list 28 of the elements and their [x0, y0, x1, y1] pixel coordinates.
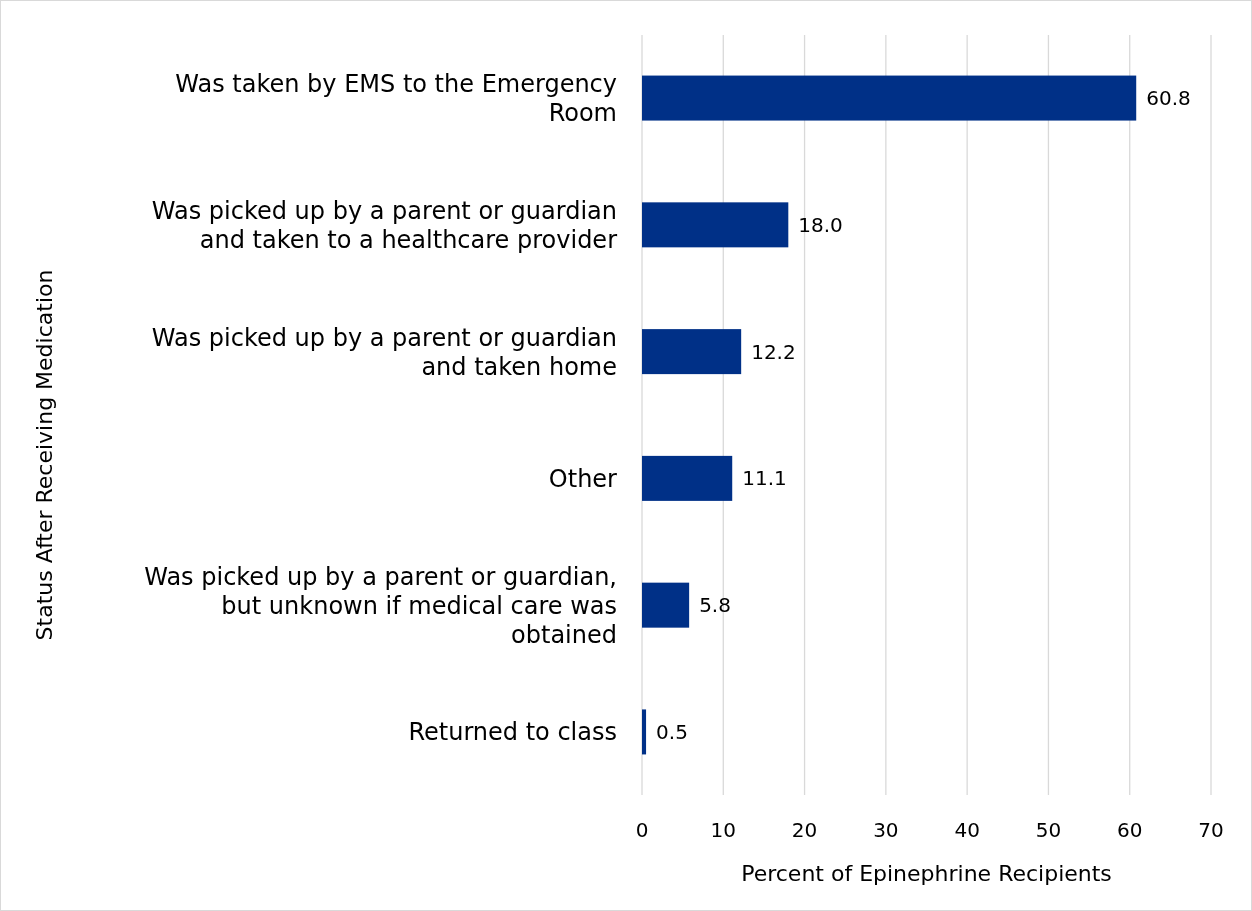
- y-tick-label: Was picked up by a parent or guardian and taken home: [151, 323, 617, 381]
- data-label: 60.8: [1146, 86, 1191, 111]
- y-tick-label: Was picked up by a parent or guardian and taken to a healthcare provider: [151, 196, 618, 254]
- y-tick-label: Was taken by EMS to the Emergency Room: [175, 69, 617, 127]
- bar: [642, 455, 733, 501]
- x-tick-label: 60: [1116, 818, 1143, 842]
- data-label: 5.8: [699, 593, 731, 618]
- data-label: 11.1: [742, 466, 787, 491]
- data-label: 0.5: [656, 719, 688, 744]
- bar: [642, 329, 742, 375]
- bar: [642, 582, 690, 628]
- y-axis-title: Status After Receiving Medication: [32, 269, 57, 641]
- bar: [642, 202, 789, 248]
- x-tick-label: 40: [954, 818, 980, 842]
- x-tick-label: 50: [1035, 818, 1062, 842]
- data-label: 12.2: [751, 339, 796, 364]
- x-tick-label: 30: [873, 818, 899, 842]
- x-tick-label: 70: [1198, 818, 1224, 842]
- bar: [642, 75, 1137, 121]
- x-tick-label: 20: [791, 818, 818, 842]
- y-tick-label: Was picked up by a parent or guardian, but unknown if medical care was obtained: [144, 562, 617, 649]
- x-axis-title: Percent of Epinephrine Recipients: [741, 861, 1112, 886]
- y-tick-label: Other: [548, 464, 618, 493]
- data-label: 18.0: [798, 212, 843, 237]
- x-tick-label: 0: [635, 818, 649, 842]
- y-tick-label: Returned to class: [408, 718, 617, 747]
- bar: [642, 709, 647, 755]
- x-tick-label: 10: [710, 818, 737, 842]
